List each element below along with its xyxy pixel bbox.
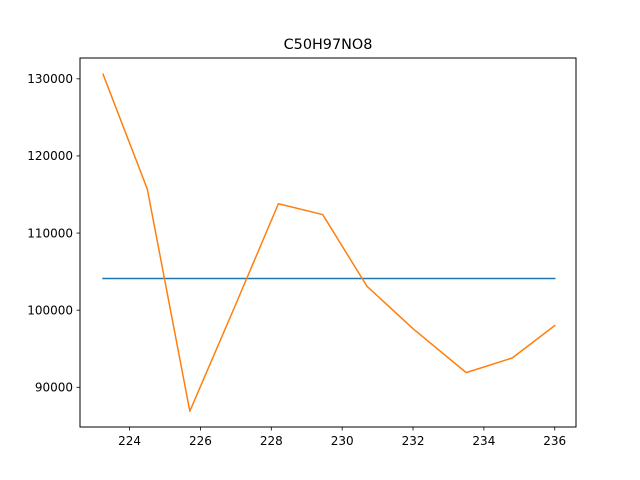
x-tick-label: 232 [402, 434, 425, 448]
y-tick-label: 130000 [27, 72, 73, 86]
y-axis: 90000 100000 110000 120000 130000 [27, 72, 80, 395]
x-tick-label: 230 [331, 434, 354, 448]
y-tick-label: 100000 [27, 303, 73, 317]
x-tick-label: 226 [189, 434, 212, 448]
plot-frame [79, 57, 577, 428]
y-tick-label: 120000 [27, 149, 73, 163]
chart-title: C50H97NO8 [284, 37, 373, 53]
x-tick-label: 234 [472, 434, 495, 448]
x-axis: 224 226 228 230 232 234 236 [118, 427, 566, 448]
x-tick-label: 228 [260, 434, 283, 448]
plot-lines [102, 73, 556, 412]
x-tick-label: 236 [543, 434, 566, 448]
y-tick-label: 90000 [35, 381, 73, 395]
x-tick-label: 224 [118, 434, 141, 448]
series-line-2 [102, 73, 556, 412]
y-tick-label: 110000 [27, 226, 73, 240]
